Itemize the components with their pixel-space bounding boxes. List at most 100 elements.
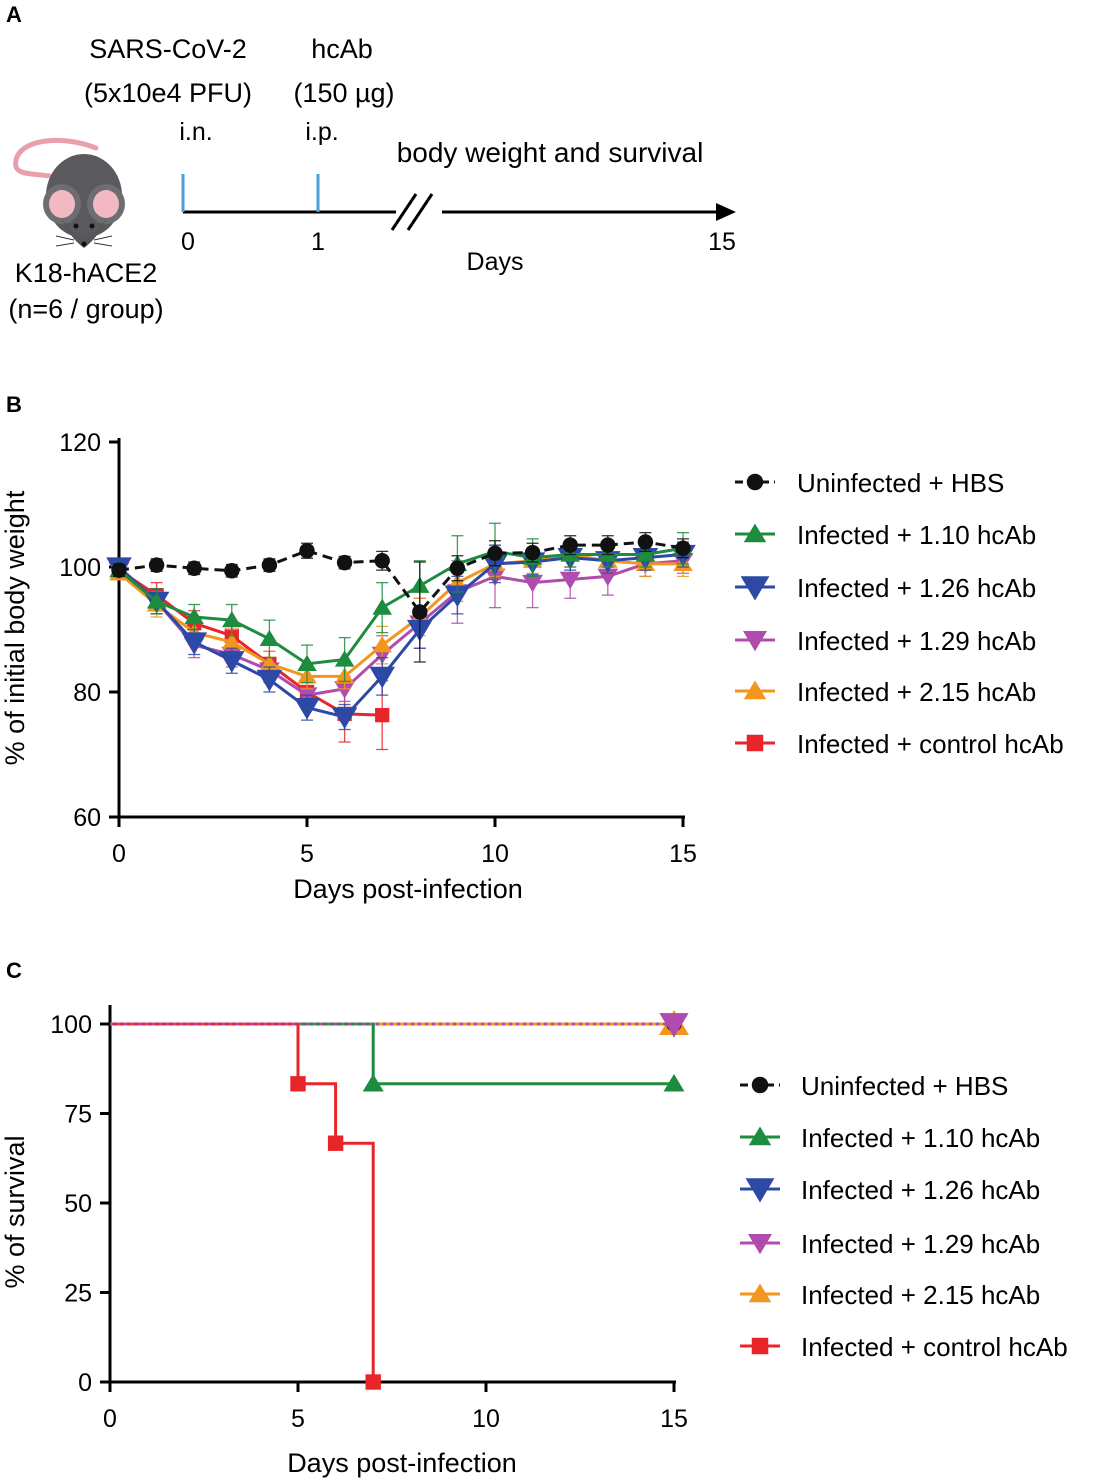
timeline-tick-15: 15 [708,228,736,256]
legend-label: Uninfected + HBS [797,468,1004,498]
data-point [290,1076,306,1092]
legend-label: Infected + 1.29 hcAb [801,1229,1040,1259]
data-point [600,537,616,553]
y-tick-label: 75 [64,1101,92,1129]
data-point [487,545,503,561]
legend-label: Uninfected + HBS [801,1071,1008,1101]
legend-marker [743,631,767,652]
y-tick-label: 0 [78,1369,92,1397]
data-point [362,1073,384,1092]
panel-b-body-weight-chart: B 60 80 100 120 0 5 10 15 Days post-infection %… [0,392,1064,904]
data-point [219,651,245,673]
data-point [412,604,428,620]
data-point [297,654,317,672]
data-point [299,543,315,559]
mouse-illustration [13,137,125,248]
data-point [675,540,691,556]
legend-marker [745,1178,775,1203]
data-point [372,636,392,653]
data-point [334,681,355,699]
y-tick-label: 50 [64,1190,92,1218]
data-point [365,1374,381,1390]
data-point [659,1013,689,1038]
legend-label: Infected + 1.29 hcAb [797,626,1036,656]
data-point [186,560,202,576]
y-axis-label: % of survival [0,1135,30,1288]
data-point [148,557,165,573]
series-line [110,1022,674,1086]
legend-marker [748,1283,772,1303]
data-point [374,553,390,569]
x-tick-label: 15 [660,1405,688,1433]
data-point [261,557,278,573]
y-tick-label: 100 [50,1011,92,1039]
legend-marker [746,473,764,491]
x-tick-label: 5 [291,1405,305,1433]
data-point [111,562,127,578]
data-point [184,607,204,625]
group-size-label: (n=6 / group) [8,294,163,324]
x-tick-label: 10 [481,840,509,868]
x-tick-label: 0 [103,1405,117,1433]
data-point [294,698,320,720]
series-line [118,552,683,678]
data-point [331,707,358,729]
legend-marker [743,523,767,543]
legend-label: Infected + 2.15 hcAb [801,1280,1040,1310]
data-point [663,1073,685,1092]
legend-marker [743,680,767,700]
series-control [110,1022,381,1390]
legend-marker [746,734,764,752]
x-axis-label: Days post-infection [293,874,523,904]
data-point [524,544,541,561]
data-point [336,554,353,571]
y-tick-label: 80 [73,679,101,707]
axis-break-mark [390,193,418,231]
data-point [259,629,280,647]
y-tick-label: 60 [73,804,101,832]
series-line [110,1022,375,1382]
data-point [522,574,543,593]
data-point [369,666,395,689]
legend-marker [751,1076,769,1094]
x-tick-label: 15 [669,840,697,868]
x-tick-label: 5 [300,840,314,868]
data-point [562,537,578,553]
data-point [375,707,390,723]
x-axis-label: Days post-infection [287,1448,517,1478]
timeline-tick-1: 1 [311,228,325,256]
legend: Uninfected + HBS Infected + 1.10 hcAb Infe… [735,468,1064,759]
series-ab129 [110,1013,689,1038]
panel-a-schematic: A SARS-CoV-2 (5x10e4 PFU) i.n. hcAb (150… [6,2,736,324]
legend-label: Infected + 2.15 hcAb [797,677,1036,707]
data-point [334,650,355,667]
data-point [256,669,283,692]
data-point [181,632,207,654]
timeline-tick-0: 0 [181,228,195,256]
legend-label: Infected + 1.26 hcAb [801,1175,1040,1205]
y-axis-label: % of initial body weight [0,490,30,765]
virus-route: i.n. [179,118,212,146]
data-point [449,560,466,576]
legend-label: Infected + control hcAb [797,729,1064,759]
series-line [117,553,684,719]
legend: Uninfected + HBS Infected + 1.10 hcAb Infe… [740,1071,1068,1362]
timeline-arrowhead [716,203,736,221]
panel-b-letter: B [6,392,22,417]
data-point [637,534,654,550]
legend-label: Infected + 1.10 hcAb [797,520,1036,550]
axis-break-mark [406,193,434,231]
data-point [327,1135,344,1151]
legend-marker [751,1337,769,1355]
panel-a-letter: A [6,2,22,27]
data-point [224,563,240,579]
y-tick-label: 100 [59,554,101,582]
y-tick-label: 25 [64,1280,92,1308]
legend-label: Infected + control hcAb [801,1332,1068,1362]
legend-label: Infected + 1.10 hcAb [801,1123,1040,1153]
data-point [146,592,167,609]
series-ab110 [110,1022,685,1092]
data-point [559,571,581,590]
panel-c-letter: C [6,958,22,983]
